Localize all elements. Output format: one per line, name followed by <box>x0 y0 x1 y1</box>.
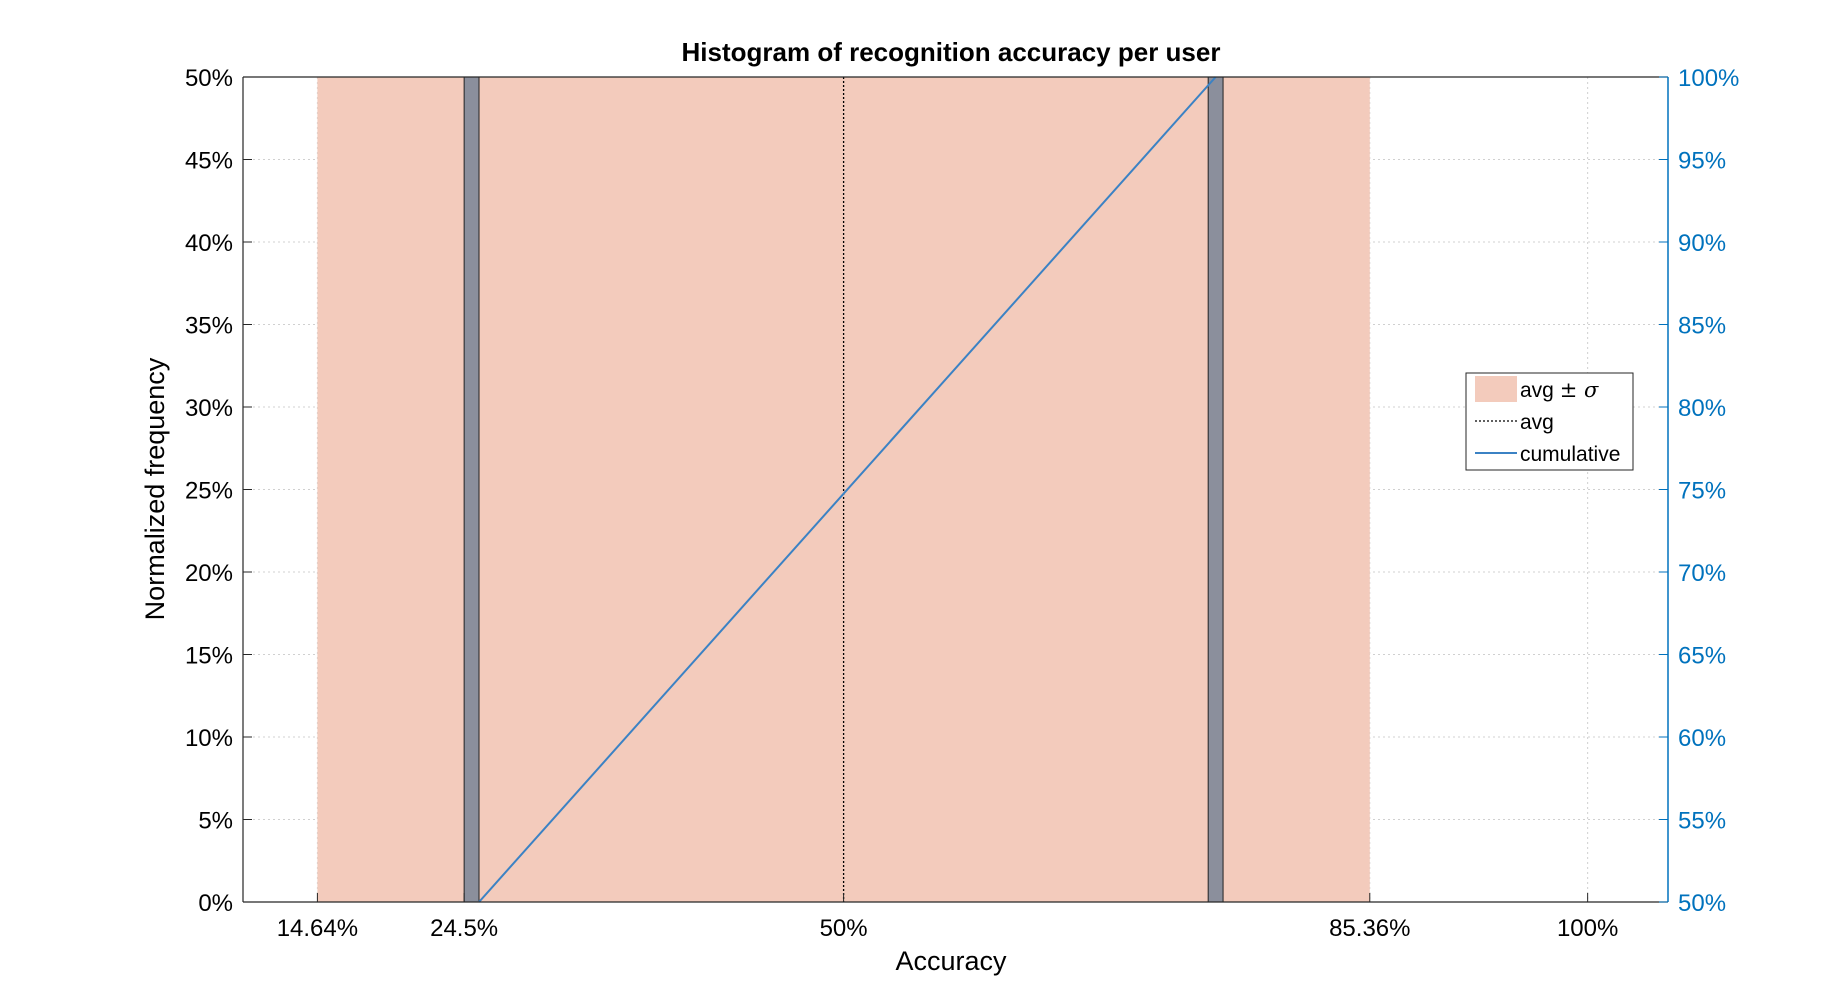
y-tick-label: 15% <box>185 643 233 670</box>
chart-title: Histogram of recognition accuracy per us… <box>682 37 1221 67</box>
y2-tick-label: 85% <box>1678 313 1726 340</box>
y-tick-label: 30% <box>185 395 233 422</box>
x-axis-title: Accuracy <box>895 946 1007 976</box>
x-tick-label: 14.64% <box>277 915 358 942</box>
legend-label-average: avg <box>1520 411 1554 434</box>
legend-label-cumulative: cumulative <box>1520 443 1620 466</box>
legend-label-band: avg ± σ <box>1520 378 1599 402</box>
histogram-bar-1 <box>463 76 480 903</box>
y2-tick-label: 65% <box>1678 643 1726 670</box>
x-tick-label: 50% <box>820 915 868 942</box>
x-tick-label: 100% <box>1557 915 1618 942</box>
y-tick-label: 10% <box>185 725 233 752</box>
legend: avg ± σ avg cumulative <box>1465 372 1634 471</box>
y-tick-label: 40% <box>185 230 233 257</box>
x-tick-label: 24.5% <box>430 915 498 942</box>
y-tick-label: 5% <box>198 808 233 835</box>
y-tick-label: 50% <box>185 65 233 92</box>
y2-tick-label: 100% <box>1678 65 1739 92</box>
y2-tick-label: 50% <box>1678 890 1726 917</box>
y2-tick-label: 60% <box>1678 725 1726 752</box>
y-tick-label: 20% <box>185 560 233 587</box>
y2-tick-label: 80% <box>1678 395 1726 422</box>
y-tick-label: 0% <box>198 890 233 917</box>
histogram-bar-2 <box>1207 76 1224 903</box>
y-tick-label: 45% <box>185 148 233 175</box>
legend-swatch-band <box>1475 376 1517 402</box>
y-tick-label: 25% <box>185 478 233 505</box>
y2-tick-label: 95% <box>1678 148 1726 175</box>
y2-tick-label: 90% <box>1678 230 1726 257</box>
y-tick-label: 35% <box>185 313 233 340</box>
plot-area: 0% 5% 10% 15% 20% 25% 30% 35% 40% 45% 50% 50% 55% 60%… <box>185 65 1739 942</box>
y2-tick-label: 55% <box>1678 808 1726 835</box>
y2-tick-label: 75% <box>1678 478 1726 505</box>
cumulative-line <box>478 76 1217 903</box>
y-axis-title: Normalized frequency <box>140 357 170 620</box>
y2-tick-label: 70% <box>1678 560 1726 587</box>
x-tick-label: 85.36% <box>1329 915 1410 942</box>
